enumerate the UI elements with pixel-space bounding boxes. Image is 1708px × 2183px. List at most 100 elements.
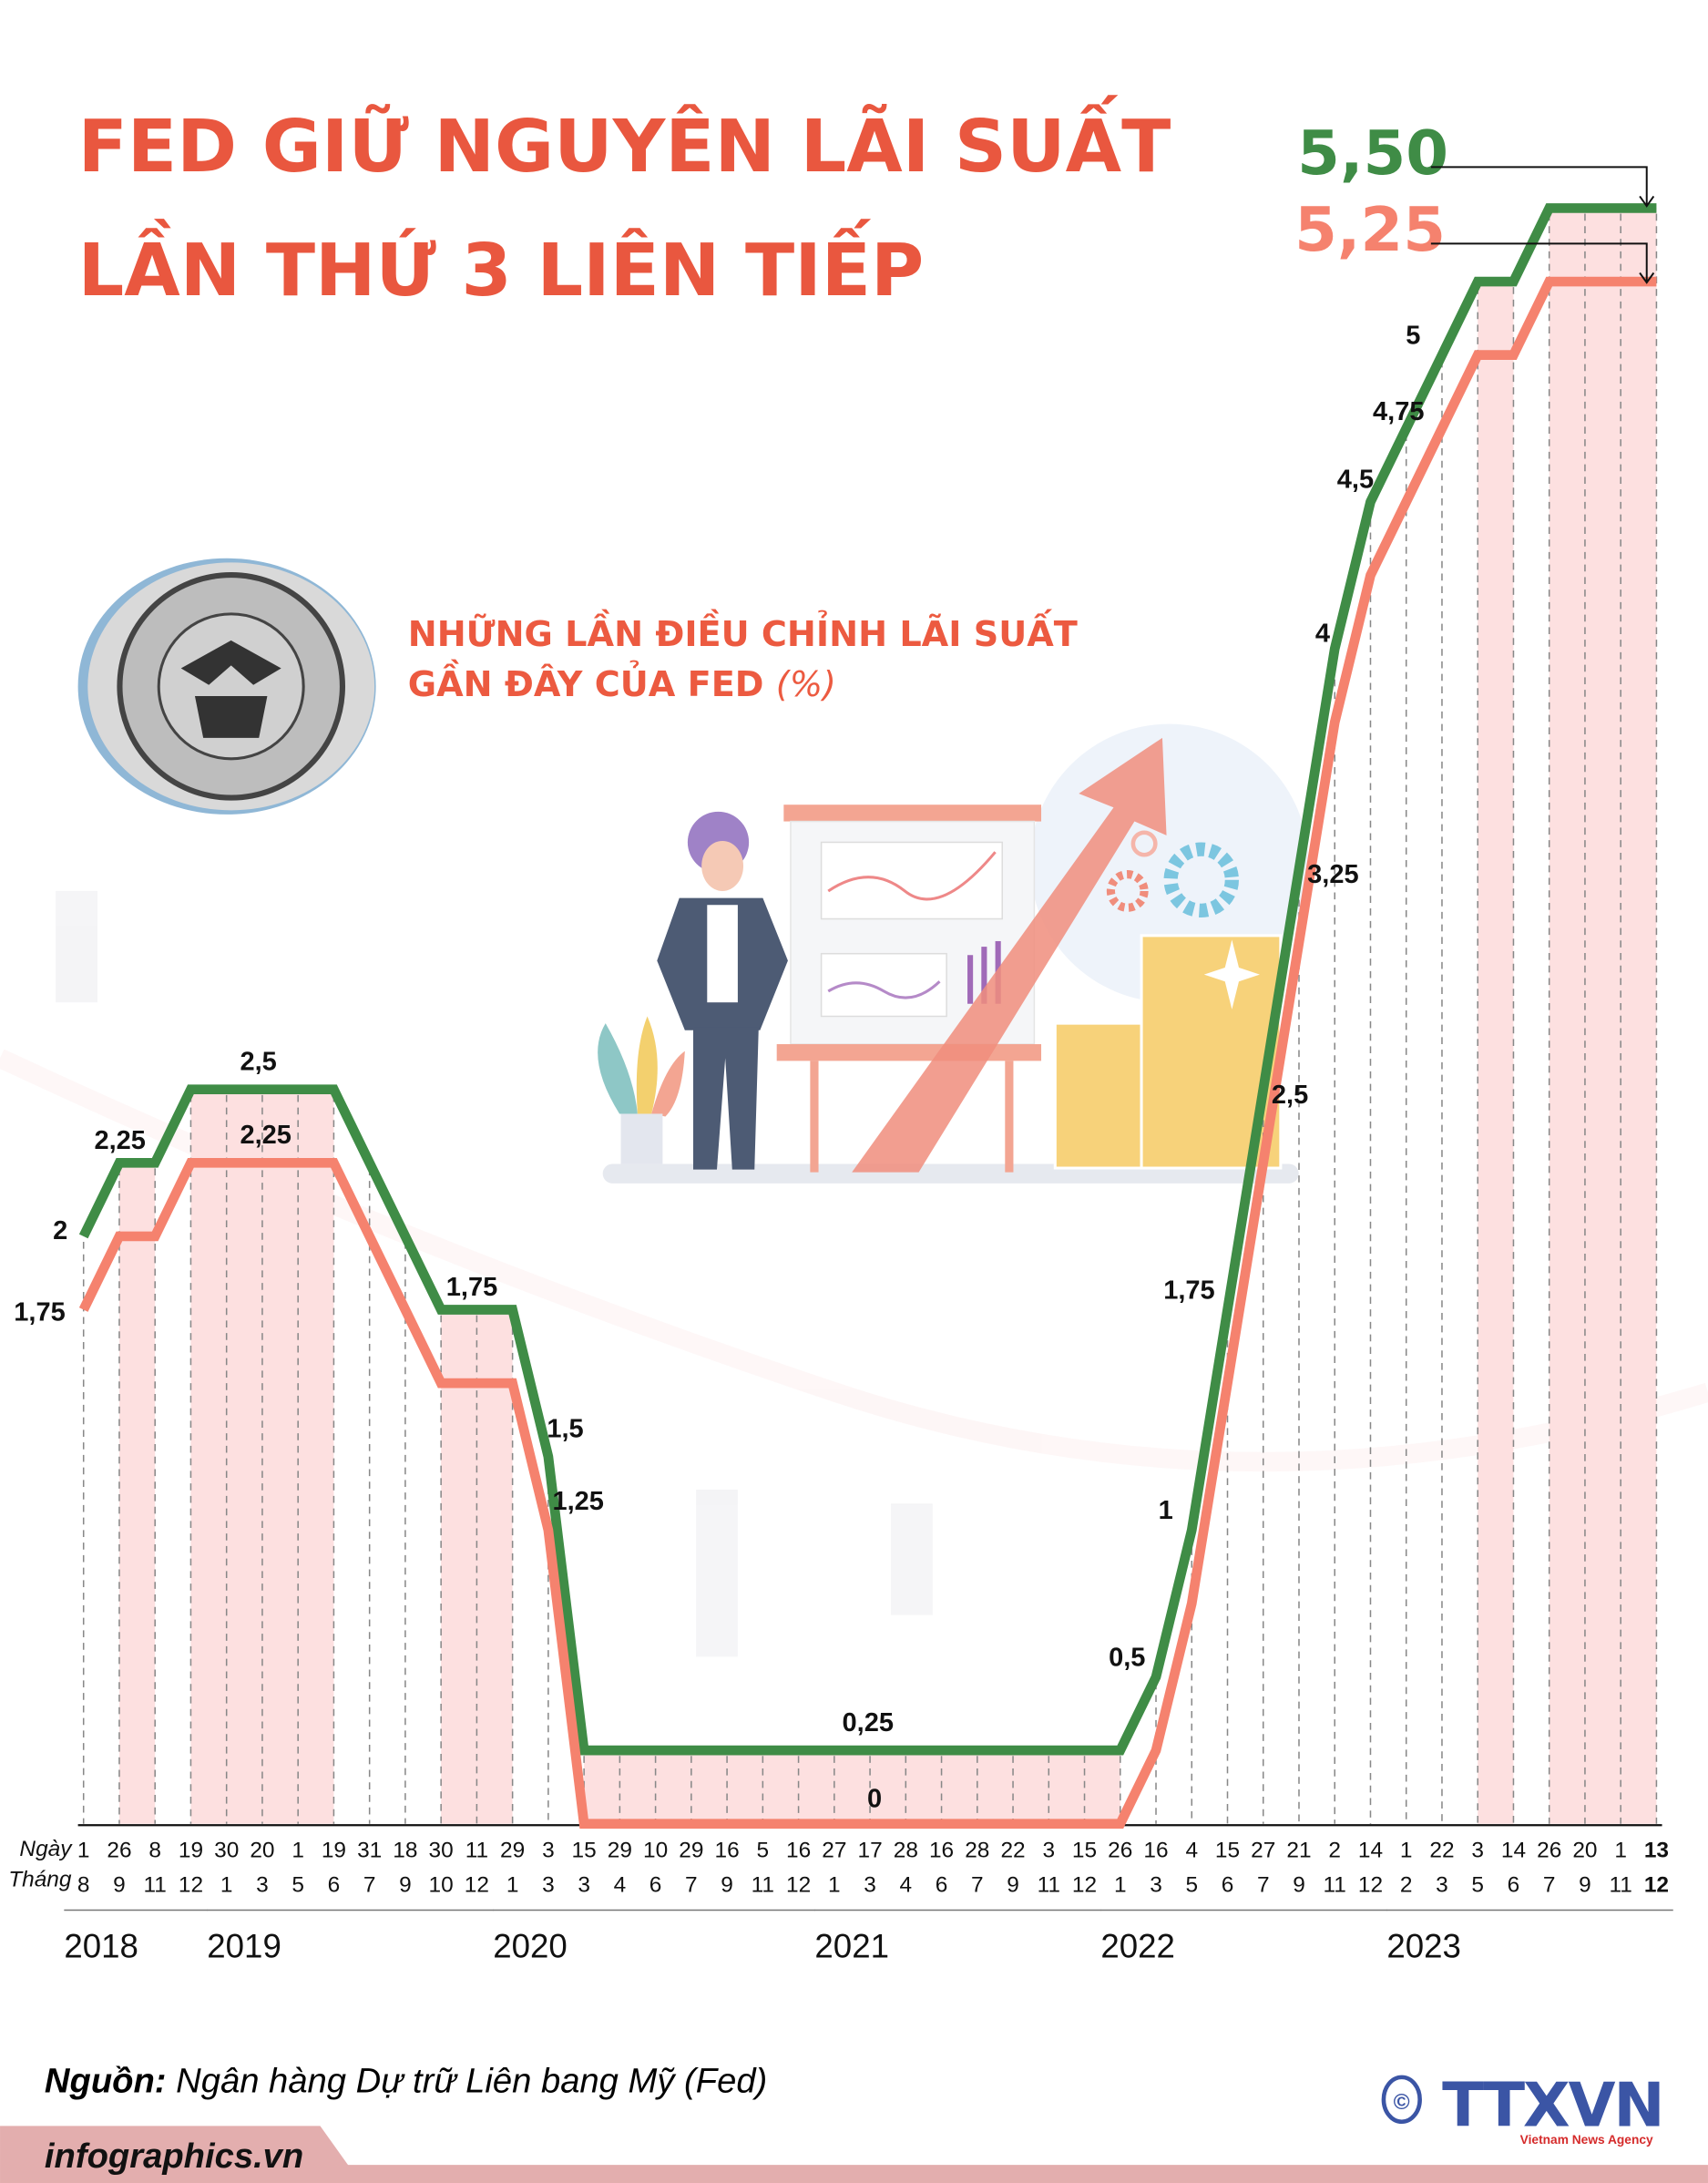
subtitle-line-1: NHỮNG LẦN ĐIỀU CHỈNH LÃI SUẤT	[408, 608, 1078, 655]
day-tick-label: 15	[572, 1838, 597, 1862]
month-tick-label: 1	[506, 1873, 519, 1898]
month-tick-label: 3	[578, 1873, 590, 1898]
month-tick-label: 3	[256, 1873, 269, 1898]
month-tick-label: 3	[864, 1873, 876, 1898]
month-tick-label: 12	[1072, 1873, 1097, 1898]
presenter-illustration	[598, 723, 1309, 1184]
month-tick-label: 6	[328, 1873, 341, 1898]
month-tick-label: 9	[721, 1873, 733, 1898]
data-label: 4,5	[1337, 466, 1374, 495]
callout-upper-rate: 5,50	[1297, 118, 1448, 189]
day-tick-label: 26	[107, 1838, 131, 1862]
day-tick-label: 30	[214, 1838, 239, 1862]
month-tick-label: 11	[1324, 1873, 1346, 1898]
subtitle-line-2: GẦN ĐÂY CỦA FED (%)	[408, 658, 836, 705]
month-tick-label: 11	[144, 1873, 167, 1898]
day-tick-label: 29	[500, 1838, 525, 1862]
hold-period-band	[1478, 282, 1514, 1824]
month-tick-label: 6	[1222, 1873, 1234, 1898]
day-row-label: Ngày	[19, 1837, 73, 1861]
data-label: 0,25	[843, 1708, 894, 1737]
day-tick-label: 26	[1537, 1838, 1561, 1862]
site-link[interactable]: infographics.vn	[45, 2137, 303, 2176]
month-tick-label: 6	[1508, 1873, 1520, 1898]
data-label: 0,5	[1109, 1643, 1145, 1672]
day-tick-label: 16	[786, 1838, 811, 1862]
day-tick-label: 16	[929, 1838, 954, 1862]
day-tick-label: 3	[542, 1838, 555, 1862]
data-label: 0	[867, 1784, 882, 1813]
day-tick-label: 28	[965, 1838, 989, 1862]
day-tick-label: 30	[429, 1838, 454, 1862]
month-tick-label: 4	[614, 1873, 627, 1898]
month-tick-label: 7	[363, 1873, 376, 1898]
day-tick-label: 14	[1358, 1838, 1383, 1862]
month-tick-label: 9	[113, 1873, 126, 1898]
day-tick-label: 20	[1572, 1838, 1597, 1862]
callout-lower-rate: 5,25	[1294, 194, 1446, 265]
day-tick-label: 1	[1400, 1838, 1413, 1862]
month-tick-label: 7	[1257, 1873, 1270, 1898]
day-tick-label: 18	[393, 1838, 417, 1862]
day-tick-label: 29	[608, 1838, 632, 1862]
month-tick-label: 7	[1543, 1873, 1556, 1898]
month-tick-label: 1	[220, 1873, 233, 1898]
month-tick-label: 9	[1293, 1873, 1305, 1898]
year-label: 2018	[64, 1927, 138, 1964]
ttxvn-logo: © TTXVN Vietnam News Agency	[1381, 2069, 1665, 2147]
day-tick-label: 1	[291, 1838, 304, 1862]
data-label: 1,75	[446, 1273, 497, 1302]
day-tick-label: 31	[357, 1838, 382, 1862]
month-tick-label: 3	[1150, 1873, 1162, 1898]
day-tick-label: 8	[148, 1838, 161, 1862]
callout-upper-arrow	[1430, 166, 1655, 208]
day-tick-label: 5	[757, 1838, 770, 1862]
day-tick-label: 14	[1501, 1838, 1526, 1862]
year-label: 2020	[493, 1927, 568, 1964]
month-tick-label: 1	[828, 1873, 841, 1898]
day-tick-label: 4	[1185, 1838, 1198, 1862]
month-tick-label: 4	[900, 1873, 913, 1898]
data-label: 5	[1406, 321, 1420, 350]
data-label: 1,75	[1163, 1276, 1214, 1305]
day-tick-label: 22	[1429, 1838, 1454, 1862]
day-tick-label: 27	[822, 1838, 846, 1862]
day-tick-label: 28	[894, 1838, 918, 1862]
day-tick-label: 27	[1251, 1838, 1275, 1862]
source-line: Nguồn: Ngân hàng Dự trữ Liên bang Mỹ (Fe…	[45, 2062, 767, 2101]
day-tick-label: 15	[1072, 1838, 1097, 1862]
day-tick-label: 2	[1328, 1838, 1341, 1862]
data-label: 1	[1159, 1496, 1173, 1525]
day-tick-label: 19	[179, 1838, 203, 1862]
day-tick-label: 22	[1000, 1838, 1025, 1862]
data-label: 1,75	[14, 1298, 65, 1327]
day-tick-label: 3	[1042, 1838, 1055, 1862]
year-label: 2022	[1100, 1927, 1175, 1964]
day-tick-label: 26	[1108, 1838, 1132, 1862]
month-tick-label: 11	[752, 1873, 774, 1898]
year-label: 2023	[1386, 1927, 1461, 1964]
copyright-symbol: ©	[1394, 2090, 1410, 2115]
month-tick-label: 12	[1358, 1873, 1383, 1898]
day-tick-label: 11	[465, 1838, 488, 1862]
source-text: Ngân hàng Dự trữ Liên bang Mỹ (Fed)	[176, 2062, 767, 2101]
month-tick-label: 3	[1436, 1873, 1448, 1898]
day-tick-label: 10	[643, 1838, 668, 1862]
month-tick-label: 7	[685, 1873, 698, 1898]
subtitle-text: GẦN ĐÂY CỦA FED	[408, 658, 764, 705]
month-tick-label: 12	[465, 1873, 489, 1898]
data-label: 4	[1315, 619, 1330, 648]
data-label: 2,5	[240, 1047, 276, 1076]
data-label: 2,25	[94, 1126, 145, 1155]
callout-lower-arrow	[1430, 242, 1655, 284]
month-tick-label: 2	[1400, 1873, 1413, 1898]
month-tick-label: 11	[1038, 1873, 1060, 1898]
data-label: 2,5	[1272, 1081, 1308, 1110]
month-tick-label: 6	[649, 1873, 662, 1898]
day-tick-label: 15	[1215, 1838, 1240, 1862]
month-tick-label: 8	[77, 1873, 90, 1898]
day-tick-label: 17	[857, 1838, 882, 1862]
hold-period-band	[118, 1163, 156, 1824]
month-tick-label: 6	[936, 1873, 948, 1898]
day-tick-label: 16	[715, 1838, 740, 1862]
